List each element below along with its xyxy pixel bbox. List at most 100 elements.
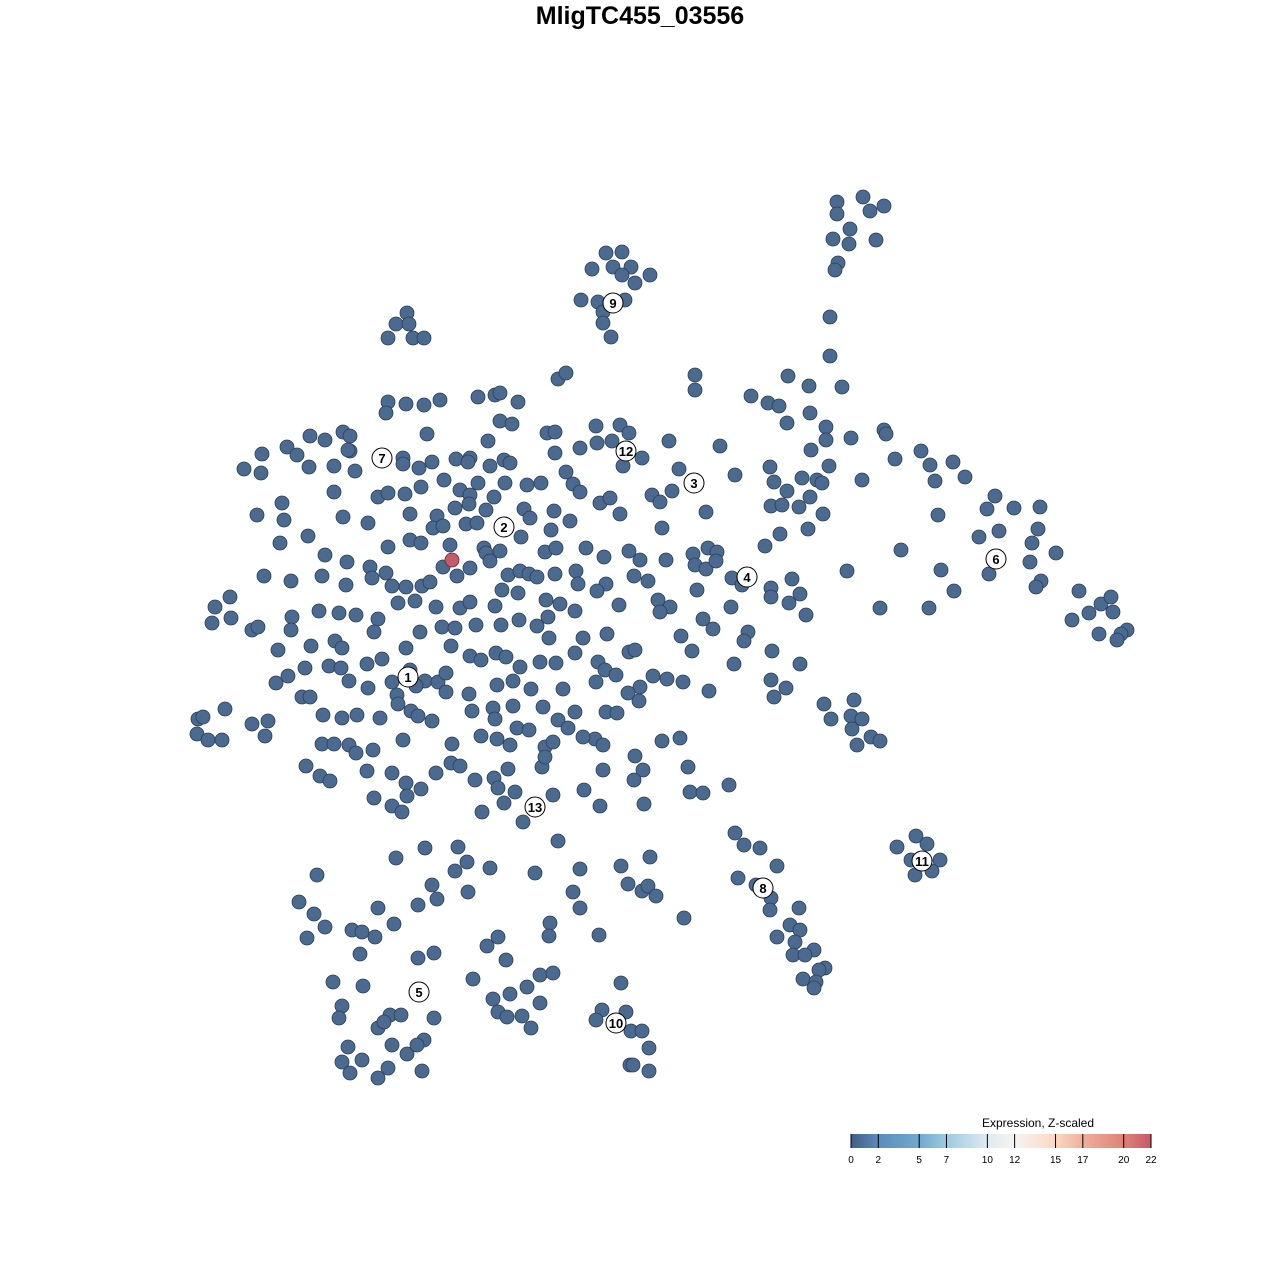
data-point [521, 722, 537, 738]
data-point [360, 680, 376, 696]
data-point [552, 596, 568, 612]
data-point [306, 906, 322, 922]
data-point [675, 674, 691, 690]
data-point [444, 736, 460, 752]
data-point [204, 615, 220, 631]
data-point [461, 496, 477, 512]
data-point [1105, 604, 1121, 620]
data-point [274, 495, 290, 511]
data-point [576, 782, 592, 798]
cluster-label-text: 9 [609, 296, 616, 311]
data-point [547, 424, 563, 440]
data-point [200, 732, 216, 748]
data-point [545, 965, 561, 981]
data-point [762, 459, 778, 475]
legend-tick-label: 12 [1009, 1155, 1021, 1166]
data-point [338, 577, 354, 593]
data-point [442, 537, 458, 553]
data-point [763, 672, 779, 688]
data-point [834, 379, 850, 395]
data-point [311, 603, 327, 619]
legend-colorbar [851, 1134, 1151, 1148]
data-point [438, 684, 454, 700]
data-point [299, 930, 315, 946]
data-point [596, 549, 612, 565]
data-point [591, 927, 607, 943]
data-point [303, 638, 319, 654]
data-point [529, 618, 545, 634]
data-point [352, 946, 368, 962]
cluster-label-badge [615, 440, 637, 462]
data-point [510, 394, 526, 410]
data-point [695, 611, 711, 627]
data-point [854, 472, 870, 488]
data-point [366, 790, 382, 806]
data-point [673, 628, 689, 644]
data-point [1032, 499, 1048, 515]
data-point [365, 742, 381, 758]
data-point [945, 454, 961, 470]
data-point [291, 894, 307, 910]
data-point [654, 520, 670, 536]
data-point [473, 728, 489, 744]
data-point [253, 465, 269, 481]
data-point [1064, 612, 1080, 628]
data-point [791, 900, 807, 916]
cluster-label: 13 [524, 796, 546, 818]
data-point [567, 704, 583, 720]
data-point [1103, 589, 1119, 605]
data-point [325, 974, 341, 990]
data-point [447, 863, 463, 879]
data-point [289, 447, 305, 463]
data-point [687, 382, 703, 398]
data-point [548, 655, 564, 671]
data-point [769, 858, 785, 874]
data-point [326, 458, 342, 474]
data-point [340, 442, 356, 458]
data-point [778, 680, 794, 696]
data-point [781, 595, 797, 611]
data-point [614, 267, 630, 283]
data-point [514, 1008, 530, 1024]
data-point [398, 579, 414, 595]
data-point [468, 617, 484, 633]
data-point [872, 733, 888, 749]
data-point [272, 535, 288, 551]
data-point [550, 712, 566, 728]
data-point [436, 472, 452, 488]
data-point [462, 560, 478, 576]
data-point [769, 929, 785, 945]
chart-title: MligTC455_03556 [535, 2, 745, 30]
data-point [801, 378, 817, 394]
data-point [575, 630, 591, 646]
data-point [384, 578, 400, 594]
data-point [479, 938, 495, 954]
data-point [462, 594, 478, 610]
cluster-label: 11 [911, 850, 933, 872]
data-point [766, 689, 782, 705]
data-point [887, 451, 903, 467]
data-point [370, 900, 386, 916]
cluster-label-text: 8 [759, 881, 766, 896]
data-point [480, 433, 496, 449]
legend-tick-label: 15 [1050, 1155, 1062, 1166]
data-point [727, 467, 743, 483]
data-point [806, 980, 822, 996]
data-point [532, 654, 548, 670]
data-point [434, 619, 450, 635]
data-point [499, 1009, 515, 1025]
data-point [1091, 626, 1107, 642]
data-point [256, 568, 272, 584]
data-point [497, 475, 513, 491]
data-point [505, 698, 521, 714]
data-point [603, 329, 619, 345]
data-point [217, 701, 233, 717]
data-point [222, 589, 238, 605]
cluster-label-text: 1 [404, 670, 411, 685]
data-point [426, 1010, 442, 1026]
data-point [698, 561, 714, 577]
data-point [642, 267, 658, 283]
data-point [626, 568, 642, 584]
data-point [792, 656, 808, 672]
